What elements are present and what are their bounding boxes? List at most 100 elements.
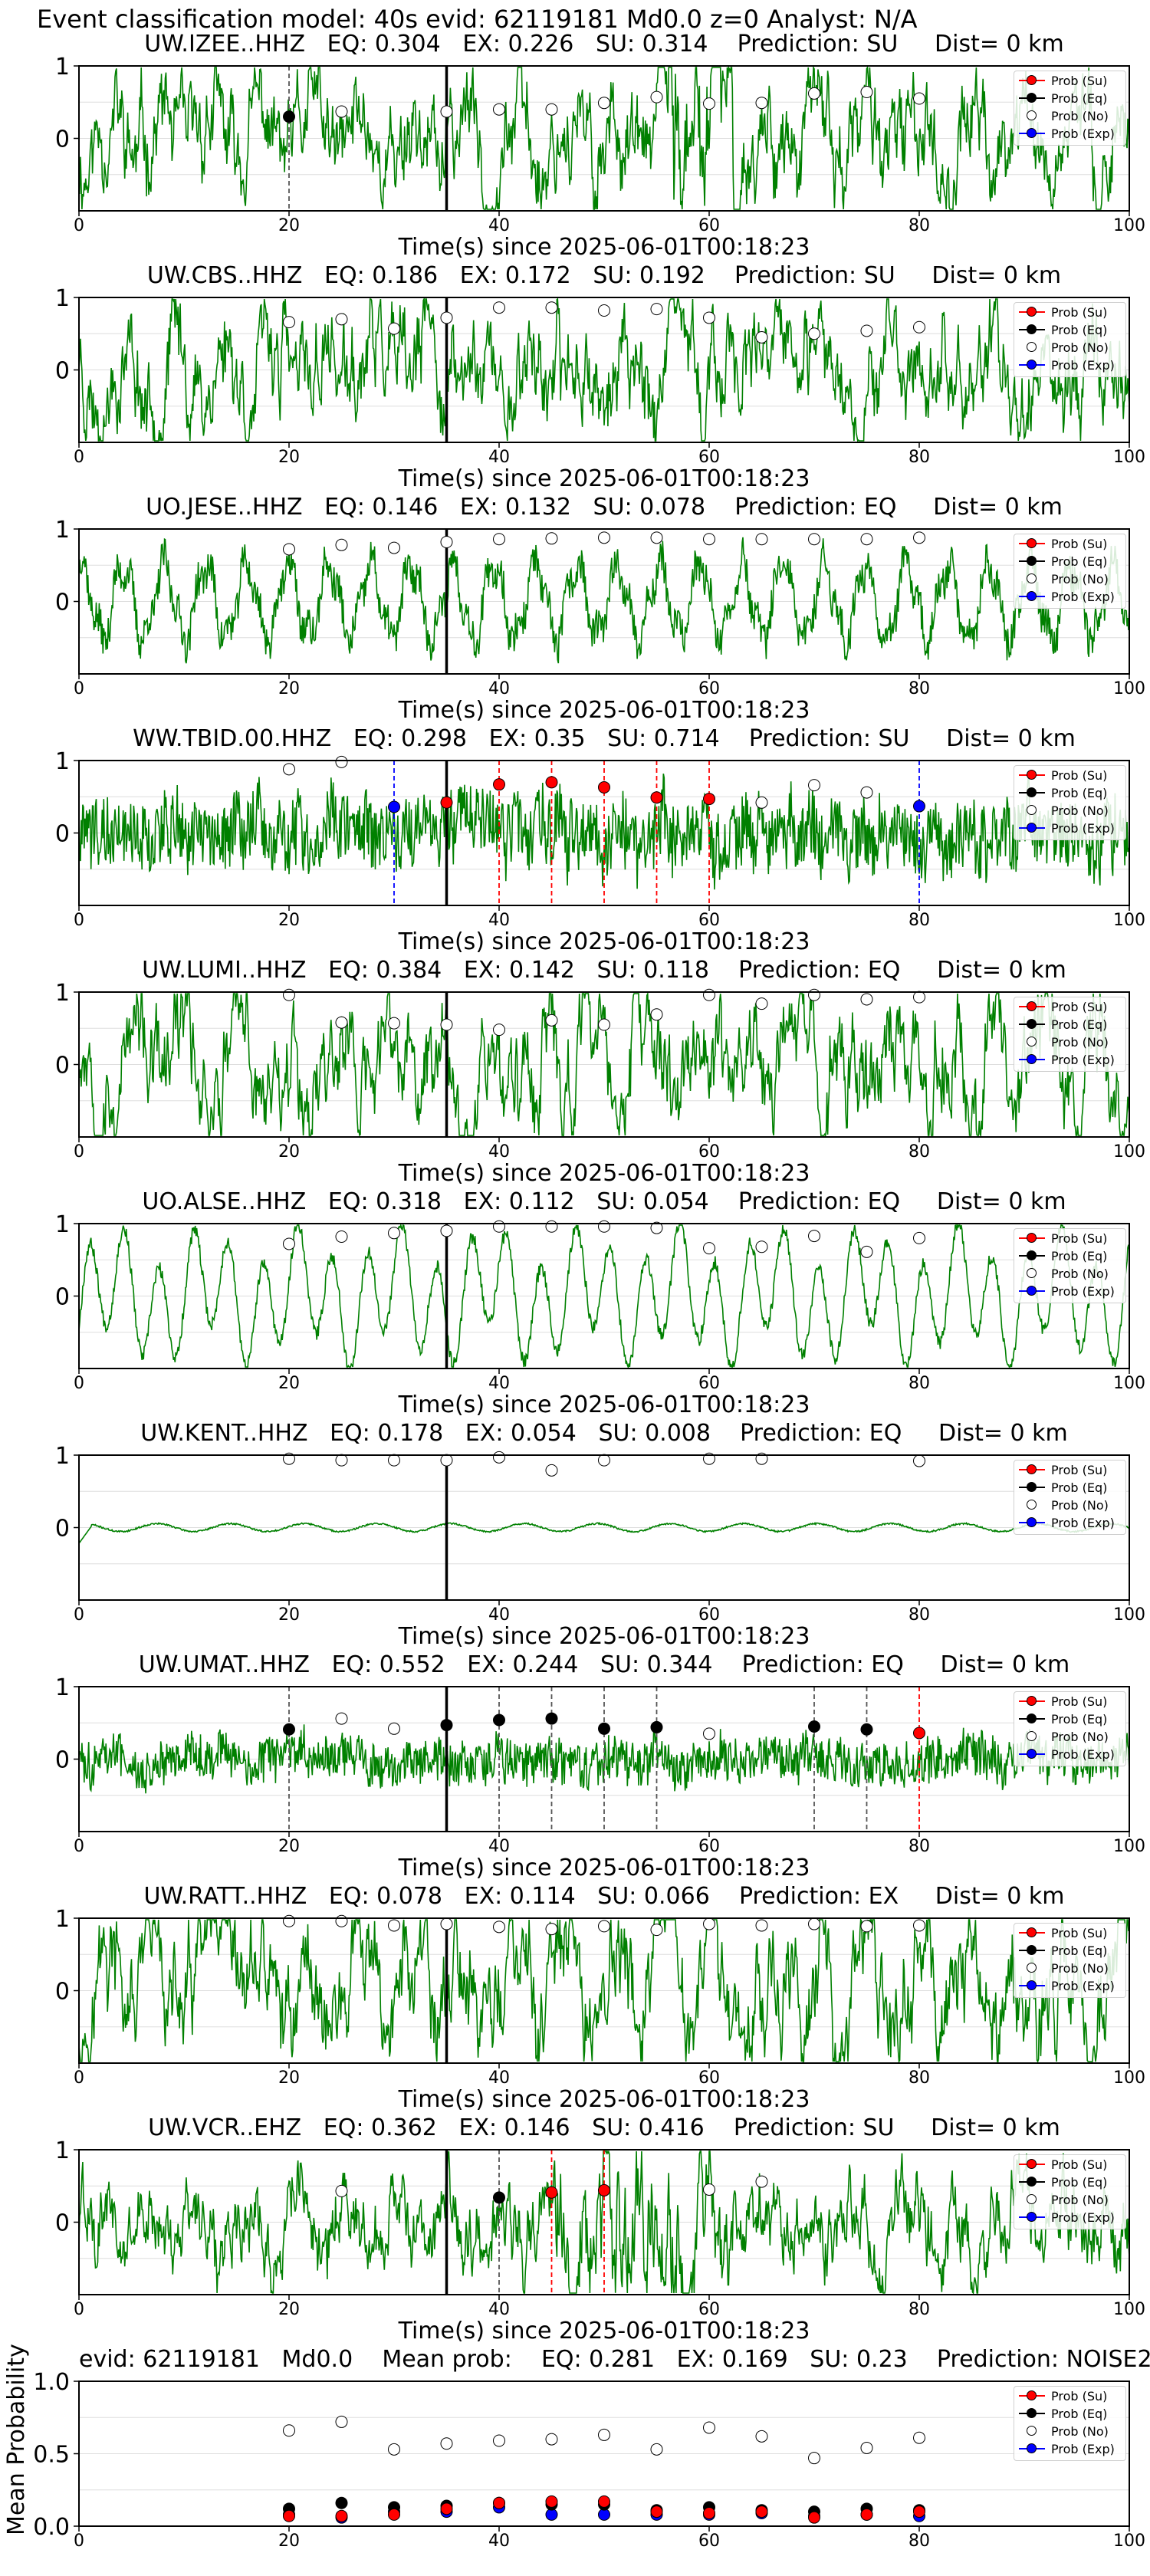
legend-entry: Prob (Exp) bbox=[1019, 356, 1115, 374]
plot-svg: 0 20 40 60 80 100 1 0 bbox=[55, 748, 1145, 930]
plot-svg: 0 20 40 60 80 100 1 0 bbox=[55, 54, 1145, 235]
prob-point-no bbox=[545, 1220, 558, 1233]
legend-entry: Prob (Su) bbox=[1019, 997, 1107, 1016]
panel-title: UO.ALSE..HHZ EQ: 0.318 EX: 0.112 SU: 0.0… bbox=[142, 1188, 1066, 1215]
x-tick-label: 20 bbox=[278, 2068, 300, 2088]
panel-title: UW.UMAT..HHZ EQ: 0.552 EX: 0.244 SU: 0.3… bbox=[138, 1651, 1070, 1678]
legend-label: Prob (Eq) bbox=[1051, 2174, 1108, 2190]
prob-point-no bbox=[335, 538, 348, 551]
legend-entry: Prob (Eq) bbox=[1019, 1015, 1107, 1033]
y-tick-label: 0 bbox=[55, 590, 70, 616]
mean-point-su bbox=[808, 2511, 820, 2524]
legend-entry: Prob (Su) bbox=[1019, 534, 1107, 553]
legend-marker-no bbox=[1019, 338, 1045, 356]
legend-entry: Prob (Exp) bbox=[1019, 587, 1115, 606]
legend-label: Prob (Eq) bbox=[1051, 1017, 1108, 1032]
prob-point-no bbox=[703, 97, 715, 110]
legend-marker-su bbox=[1019, 2387, 1045, 2405]
x-tick-label: 20 bbox=[278, 911, 300, 930]
prob-point-no bbox=[650, 1221, 663, 1234]
x-axis-label: Time(s) since 2025-06-01T00:18:23 bbox=[398, 2086, 810, 2113]
prob-point-no bbox=[650, 1924, 663, 1937]
legend-label: Prob (Exp) bbox=[1051, 820, 1115, 836]
legend-label: Prob (Exp) bbox=[1051, 2210, 1115, 2225]
legend-label: Prob (Su) bbox=[1051, 1230, 1108, 1246]
legend-entry: Prob (No) bbox=[1019, 1727, 1109, 1746]
prob-point-no bbox=[755, 330, 768, 343]
x-tick-label: 0 bbox=[74, 679, 84, 698]
x-tick-label: 0 bbox=[74, 1837, 84, 1856]
prob-point-no bbox=[703, 1242, 715, 1255]
mean-point-no bbox=[388, 2443, 400, 2456]
prob-point-no bbox=[598, 531, 610, 544]
legend-entry: Prob (Eq) bbox=[1019, 1247, 1107, 1265]
prob-point-no bbox=[335, 1016, 348, 1029]
station-panel: UW.UMAT..HHZ EQ: 0.552 EX: 0.244 SU: 0.3… bbox=[0, 1651, 1150, 1881]
prob-point-no bbox=[808, 327, 820, 340]
x-tick-label: 40 bbox=[488, 2300, 510, 2319]
legend-label: Prob (Eq) bbox=[1051, 90, 1108, 106]
prob-point-no bbox=[703, 533, 715, 546]
legend-label: Prob (Exp) bbox=[1051, 1283, 1115, 1299]
prob-point-no bbox=[650, 1008, 663, 1021]
legend-marker-eq bbox=[1019, 784, 1045, 802]
x-tick-label: 0 bbox=[74, 2532, 84, 2551]
prob-point-no bbox=[860, 993, 873, 1006]
x-tick-label: 0 bbox=[74, 2300, 84, 2319]
legend-label: Prob (Eq) bbox=[1051, 1943, 1108, 1958]
legend-label: Prob (Exp) bbox=[1051, 357, 1115, 373]
x-tick-label: 100 bbox=[1113, 2532, 1145, 2551]
mean-point-su bbox=[283, 2509, 295, 2522]
legend: Prob (Su) Prob (Eq) Prob (No) Prob (Exp) bbox=[1014, 1691, 1126, 1766]
y-tick-label: 1 bbox=[55, 2137, 70, 2164]
panel-title: WW.TBID.00.HHZ EQ: 0.298 EX: 0.35 SU: 0.… bbox=[133, 725, 1076, 752]
x-tick-label: 100 bbox=[1113, 911, 1145, 930]
prob-point-no bbox=[440, 105, 453, 118]
panel-title: UO.JESE..HHZ EQ: 0.146 EX: 0.132 SU: 0.0… bbox=[146, 494, 1063, 521]
mean-point-no bbox=[545, 2433, 558, 2446]
legend-entry: Prob (Eq) bbox=[1019, 2404, 1107, 2423]
prob-point-no bbox=[388, 1227, 400, 1240]
prob-point-no bbox=[755, 1240, 768, 1254]
prob-point-su bbox=[913, 1727, 925, 1740]
mean-point-eq bbox=[335, 2496, 348, 2509]
legend-marker-exp bbox=[1019, 124, 1045, 143]
legend-marker-exp bbox=[1019, 819, 1045, 837]
legend-entry: Prob (Eq) bbox=[1019, 552, 1107, 570]
x-axis-label: Time(s) since 2025-06-01T00:18:23 bbox=[398, 1392, 810, 1418]
legend-entry: Prob (No) bbox=[1019, 107, 1109, 125]
legend-entry: Prob (No) bbox=[1019, 1496, 1109, 1514]
legend: Prob (Su) Prob (Eq) Prob (No) Prob (Exp) bbox=[1014, 302, 1126, 377]
prob-point-no bbox=[808, 779, 820, 792]
prob-point-no bbox=[703, 2183, 715, 2196]
prob-point-exp bbox=[388, 800, 400, 813]
legend-marker-su bbox=[1019, 1924, 1045, 1942]
legend-marker-exp bbox=[1019, 1513, 1045, 1532]
station-panel: UW.KENT..HHZ EQ: 0.178 EX: 0.054 SU: 0.0… bbox=[0, 1420, 1150, 1650]
legend-entry: Prob (Eq) bbox=[1019, 784, 1107, 802]
legend: Prob (Su) Prob (Eq) Prob (No) Prob (Exp) bbox=[1014, 1460, 1126, 1535]
y-tick-label: 0 bbox=[55, 2210, 70, 2237]
legend-entry: Prob (Exp) bbox=[1019, 1050, 1115, 1069]
legend: Prob (Su) Prob (Eq) Prob (No) Prob (Exp) bbox=[1014, 1923, 1126, 1998]
mean-point-su bbox=[650, 2505, 663, 2518]
x-tick-label: 80 bbox=[909, 2532, 930, 2551]
prob-point-no bbox=[388, 1454, 400, 1467]
x-tick-label: 80 bbox=[909, 679, 930, 698]
x-tick-label: 80 bbox=[909, 1605, 930, 1625]
x-tick-label: 100 bbox=[1113, 1837, 1145, 1856]
prob-point-no bbox=[440, 536, 453, 549]
x-tick-label: 80 bbox=[909, 1374, 930, 1393]
y-tick-label: 0 bbox=[55, 127, 70, 153]
legend-marker-no bbox=[1019, 1727, 1045, 1746]
prob-point-no bbox=[545, 103, 558, 116]
x-tick-label: 100 bbox=[1113, 679, 1145, 698]
x-tick-label: 0 bbox=[74, 216, 84, 235]
prob-point-eq bbox=[545, 1712, 558, 1725]
prob-point-no bbox=[335, 313, 348, 326]
panel-title: UW.CBS..HHZ EQ: 0.186 EX: 0.172 SU: 0.19… bbox=[146, 262, 1062, 289]
prob-point-no bbox=[493, 1220, 505, 1233]
legend-label: Prob (Su) bbox=[1051, 536, 1108, 551]
prob-point-no bbox=[335, 1712, 348, 1725]
legend-entry: Prob (Eq) bbox=[1019, 320, 1107, 339]
